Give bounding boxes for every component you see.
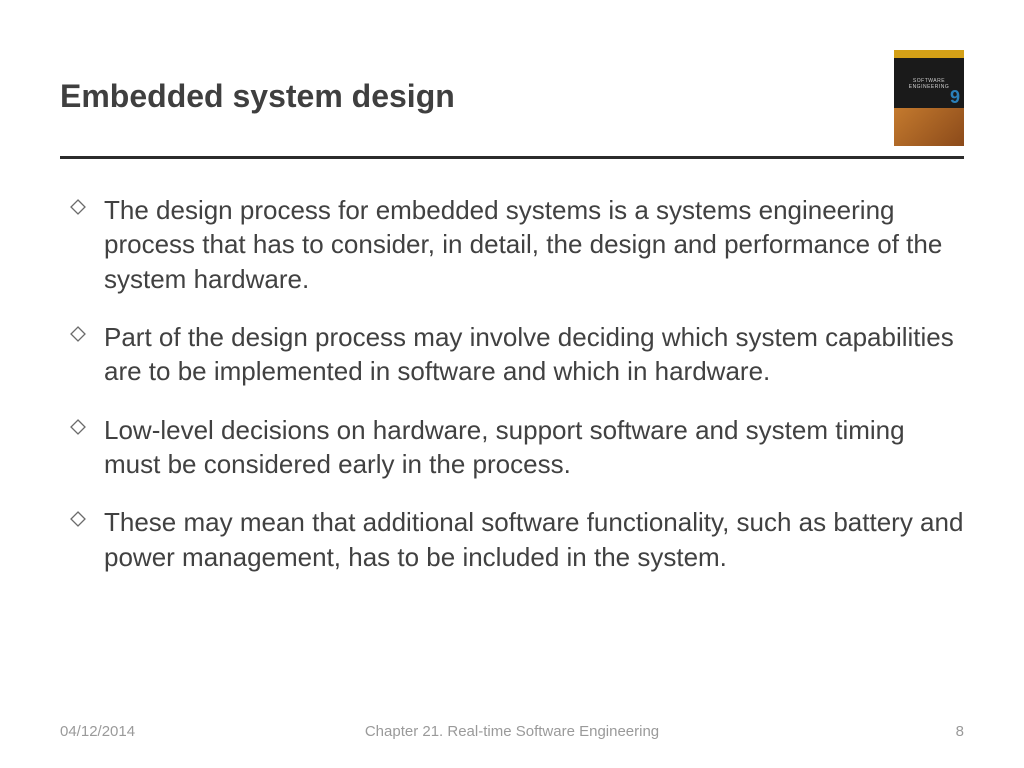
bullet-text: Low-level decisions on hardware, support… — [104, 415, 905, 479]
diamond-icon — [70, 419, 86, 435]
book-cover-thumbnail: SOFTWARE ENGINEERING 9 — [894, 50, 964, 146]
footer-page: 8 — [956, 723, 964, 740]
bullet-item: Low-level decisions on hardware, support… — [70, 413, 964, 482]
bullet-text: Part of the design process may involve d… — [104, 322, 954, 386]
footer-date: 04/12/2014 — [60, 723, 135, 740]
bullet-text: These may mean that additional software … — [104, 507, 963, 571]
thumb-top-bar — [894, 50, 964, 58]
diamond-icon — [70, 199, 86, 215]
footer-chapter: Chapter 21. Real-time Software Engineeri… — [60, 723, 964, 740]
slide-header: Embedded system design SOFTWARE ENGINEER… — [60, 50, 964, 146]
bullet-text: The design process for embedded systems … — [104, 195, 942, 294]
title-divider — [60, 156, 964, 159]
bullet-item: Part of the design process may involve d… — [70, 320, 964, 389]
slide: Embedded system design SOFTWARE ENGINEER… — [0, 0, 1024, 768]
thumb-edition: 9 — [950, 87, 960, 108]
bullet-item: The design process for embedded systems … — [70, 193, 964, 296]
thumb-bottom-band — [894, 108, 964, 146]
bullet-item: These may mean that additional software … — [70, 505, 964, 574]
slide-title: Embedded system design — [60, 50, 455, 115]
diamond-icon — [70, 511, 86, 527]
diamond-icon — [70, 326, 86, 342]
bullet-list: The design process for embedded systems … — [60, 193, 964, 574]
slide-footer: Chapter 21. Real-time Software Engineeri… — [60, 723, 964, 740]
